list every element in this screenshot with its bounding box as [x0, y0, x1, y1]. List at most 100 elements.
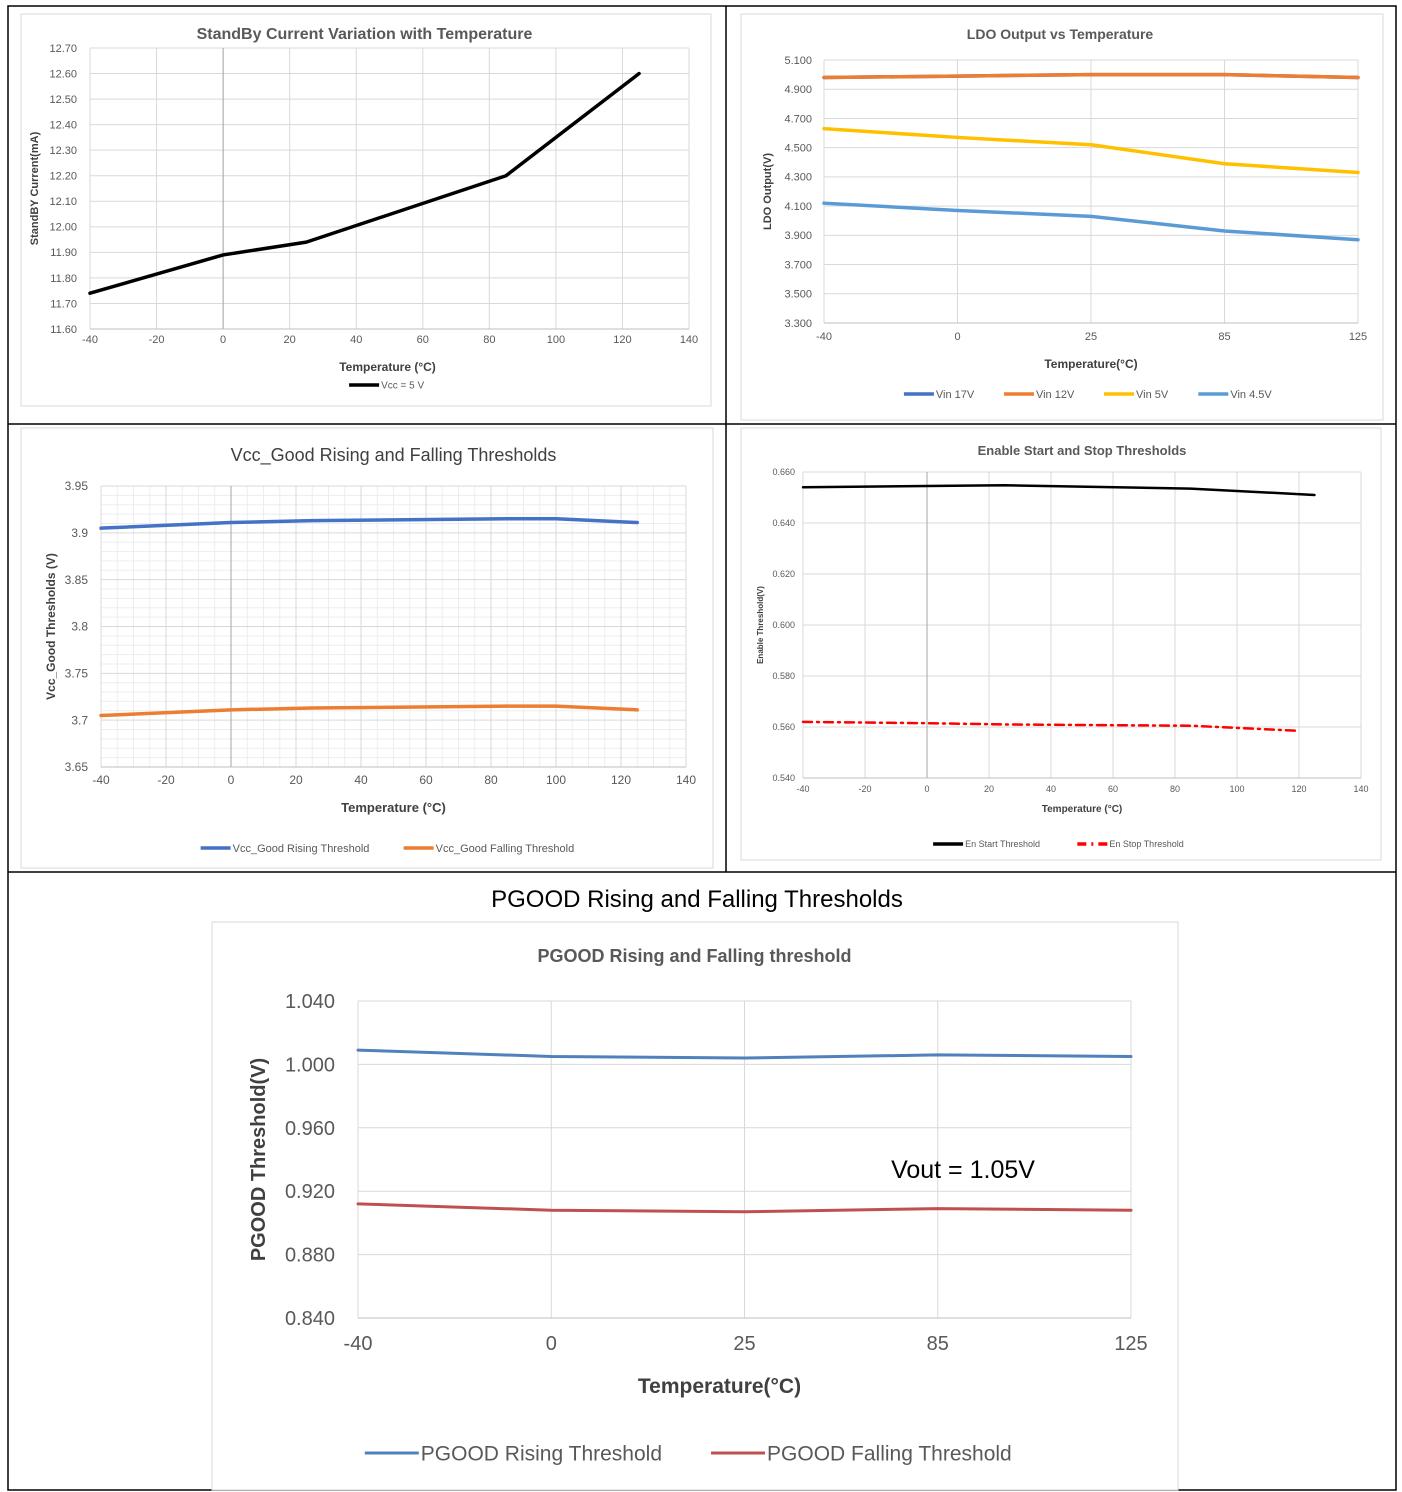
x-axis-label: Temperature (°C) [1042, 804, 1123, 815]
y-tick-label: 0.880 [285, 1245, 335, 1267]
y-tick-label: 1.040 [285, 991, 335, 1013]
y-tick-label: 5.100 [784, 55, 812, 67]
x-tick-label: 60 [1108, 784, 1118, 794]
y-tick-label: 4.300 [784, 172, 812, 184]
x-tick-label: 0 [954, 331, 960, 343]
legend-label: Vin 5V [1136, 389, 1169, 401]
x-tick-label: 85 [1218, 331, 1230, 343]
y-tick-label: 3.75 [65, 667, 89, 681]
x-tick-label: 25 [1085, 331, 1097, 343]
chart-title: PGOOD Rising and Falling threshold [537, 946, 851, 966]
chart-pgood: 0.840 0.880 0.920 0.960 1.000 1.040 -40 0 25 85 12… [248, 946, 1148, 1465]
y-tick-label: 1.000 [285, 1054, 335, 1076]
legend-label: PGOOD Rising Threshold [421, 1442, 662, 1465]
x-tick-label: -20 [157, 773, 175, 787]
x-tick-label: -40 [82, 334, 98, 346]
y-axis-label: LDO Output(V) [762, 153, 774, 230]
chart-standby: 11.60 11.70 11.80 11.90 12.00 12.10 12.20 12.30… [29, 26, 698, 392]
x-tick-label: -40 [816, 331, 832, 343]
series-line-1 [822, 72, 1360, 80]
y-tick-label: 4.100 [784, 201, 812, 213]
x-tick-label: 40 [1046, 784, 1056, 794]
series-line-0 [801, 484, 1316, 497]
legend-label: Vin 12V [1036, 389, 1075, 401]
x-tick-label: 140 [680, 334, 698, 346]
legend: En Start Threshold En Stop Threshold [933, 839, 1184, 849]
x-tick-label: 20 [289, 773, 303, 787]
chart-annotation: Vout = 1.05V [891, 1156, 1035, 1184]
legend-label: Vcc_Good Rising Threshold [233, 843, 370, 855]
x-tick-label: 0 [924, 784, 929, 794]
x-tick-label: 140 [676, 773, 696, 787]
chart-title: LDO Output vs Temperature [967, 26, 1154, 42]
x-tick-label: -40 [92, 773, 110, 787]
chart-ldo: 3.300 3.500 3.700 3.900 4.100 4.300 4.500 4.700… [762, 26, 1367, 401]
x-tick-label: 140 [1353, 784, 1368, 794]
chart-vccgood: 3.65 3.7 3.75 3.8 3.85 3.9 3.95 -40 -20 0 20 40 60 80… [44, 445, 696, 855]
y-tick-label: 3.7 [71, 713, 88, 727]
series-line-1 [356, 1202, 1133, 1214]
y-tick-label: 0.920 [285, 1181, 335, 1203]
legend-label: Vcc_Good Falling Threshold [436, 843, 575, 855]
legend: Vin 17V Vin 12V Vin 5V Vin 4.5V [903, 389, 1272, 401]
x-tick-label: -40 [344, 1333, 373, 1355]
bottom-heading: PGOOD Rising and Falling Thresholds [491, 886, 903, 913]
y-tick-label: 12.00 [49, 222, 77, 234]
legend: Vcc_Good Rising Threshold Vcc_Good Fallin… [200, 843, 575, 855]
x-tick-label: 0 [546, 1333, 557, 1355]
x-tick-label: 100 [547, 334, 565, 346]
legend: Vcc = 5 V [349, 381, 425, 392]
y-tick-label: 3.700 [784, 259, 812, 271]
x-tick-label: 40 [354, 773, 368, 787]
y-tick-label: 12.20 [49, 171, 77, 183]
y-tick-label: 12.10 [49, 196, 77, 208]
y-tick-label: 12.30 [49, 145, 77, 157]
x-tick-label: 120 [613, 334, 631, 346]
y-tick-label: 3.9 [71, 526, 88, 540]
x-tick-label: 100 [1229, 784, 1244, 794]
chart-title: StandBy Current Variation with Temperatu… [197, 26, 533, 43]
y-tick-label: 4.700 [784, 113, 812, 125]
y-tick-label: 0.580 [772, 671, 795, 681]
x-tick-label: 80 [484, 773, 498, 787]
x-tick-label: 80 [1170, 784, 1180, 794]
legend-label: Vcc = 5 V [381, 381, 424, 392]
y-tick-label: 11.80 [50, 273, 77, 285]
y-tick-label: 11.70 [50, 298, 77, 310]
x-tick-label: 0 [220, 334, 226, 346]
chart-title: Vcc_Good Rising and Falling Thresholds [231, 445, 557, 466]
legend-label: Vin 4.5V [1230, 389, 1272, 401]
x-tick-label: 25 [733, 1333, 755, 1355]
y-tick-label: 3.8 [71, 620, 88, 634]
x-tick-label: 125 [1349, 331, 1367, 343]
y-tick-label: 12.50 [49, 94, 77, 106]
charts-layer: 11.60 11.70 11.80 11.90 12.00 12.10 12.20 12.30… [29, 26, 1369, 1465]
legend-label: En Stop Threshold [1109, 839, 1183, 849]
y-tick-label: 11.60 [50, 324, 77, 336]
major-grid [100, 485, 687, 768]
y-tick-label: 0.540 [772, 773, 795, 783]
x-tick-label: 40 [350, 334, 362, 346]
x-tick-label: -20 [149, 334, 165, 346]
y-tick-label: 3.500 [784, 289, 812, 301]
legend: PGOOD Rising Threshold PGOOD Falling Thre… [364, 1442, 1012, 1465]
y-tick-label: 0.620 [772, 569, 795, 579]
x-tick-label: 20 [284, 334, 296, 346]
x-axis-label: Temperature(°C) [1044, 357, 1137, 371]
y-tick-label: 0.600 [772, 620, 795, 630]
x-tick-label: 20 [984, 784, 994, 794]
legend-label: En Start Threshold [965, 839, 1040, 849]
chart-title: Enable Start and Stop Thresholds [978, 443, 1187, 458]
x-tick-label: 120 [611, 773, 631, 787]
y-tick-label: 0.640 [772, 518, 795, 528]
series-line-0 [99, 517, 639, 530]
x-tick-label: 60 [417, 334, 429, 346]
legend-label: PGOOD Falling Threshold [767, 1442, 1012, 1465]
y-tick-label: 3.95 [65, 479, 89, 493]
y-tick-label: 0.840 [285, 1308, 335, 1330]
y-tick-label: 3.65 [65, 760, 89, 774]
y-axis-label: Vcc_Good Thresholds (V) [44, 553, 58, 700]
y-tick-label: 4.500 [784, 143, 812, 155]
y-tick-label: 0.660 [772, 467, 795, 477]
